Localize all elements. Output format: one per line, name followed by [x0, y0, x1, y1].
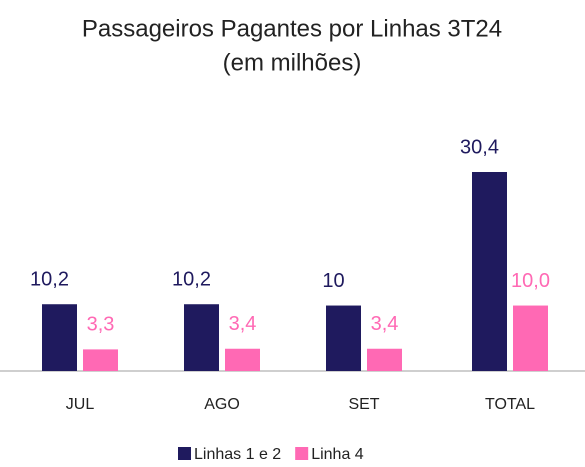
data-label: 10,2 — [30, 269, 69, 291]
x-tick-label: TOTAL — [485, 396, 535, 413]
chart-subtitle: (em milhões) — [223, 49, 362, 76]
data-label: 10 — [322, 270, 344, 292]
bar — [83, 349, 118, 371]
chart-title: Passageiros Pagantes por Linhas 3T24 — [82, 15, 502, 42]
data-label: 10,2 — [172, 269, 211, 291]
legend-label: Linha 4 — [311, 446, 364, 463]
legend-label: Linhas 1 e 2 — [194, 446, 281, 463]
bar — [42, 304, 77, 371]
data-label: 3,4 — [229, 313, 257, 335]
x-tick-label: AGO — [204, 396, 240, 413]
data-label: 30,4 — [460, 136, 499, 158]
legend-swatch — [295, 447, 309, 460]
legend-swatch — [178, 447, 191, 460]
x-tick-label: JUL — [66, 396, 95, 413]
bar — [184, 304, 219, 371]
x-tick-label: SET — [348, 396, 379, 413]
bar — [326, 305, 361, 371]
bar — [367, 348, 402, 371]
bar — [225, 348, 260, 371]
data-label: 10,0 — [511, 270, 550, 292]
bar — [513, 305, 548, 371]
bar — [472, 172, 507, 371]
data-label: 3,4 — [371, 313, 399, 335]
data-label: 3,3 — [87, 314, 115, 336]
